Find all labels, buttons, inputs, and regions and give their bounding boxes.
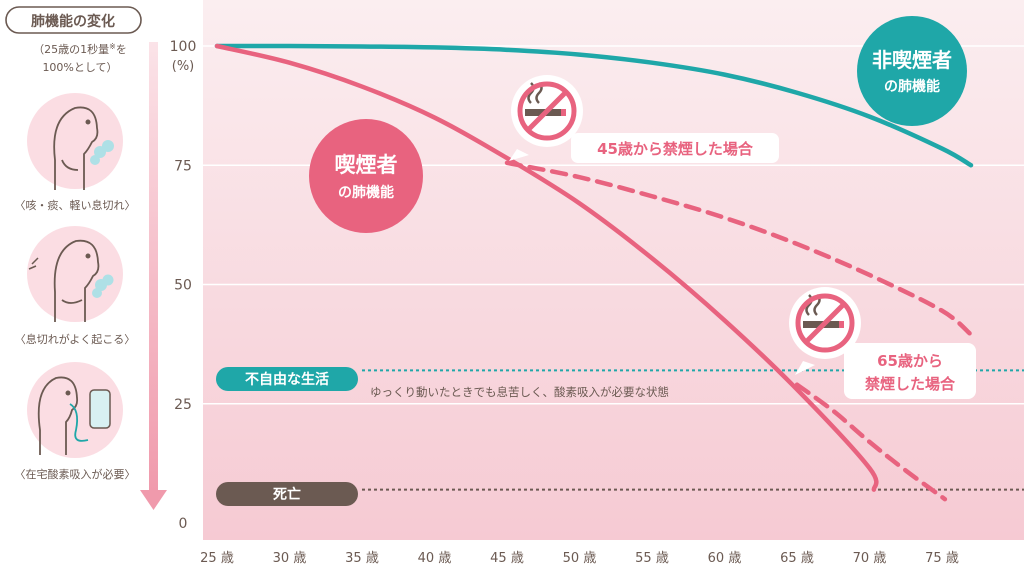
x-tick-label: 40 歳 — [418, 551, 452, 566]
quit65-line — [794, 382, 948, 502]
decline-arrow — [140, 42, 167, 510]
disability-badge — [216, 367, 358, 391]
note-mark: ※ — [109, 42, 116, 51]
smoker-label-2: の肺機能 — [338, 184, 394, 201]
no-smoking-icon — [509, 75, 583, 161]
stage-illustration-oxygen: 〈在宅酸素吸入が必要〉 — [15, 362, 136, 481]
quit45-text: 45歳から禁煙した場合 — [597, 140, 754, 158]
y-tick-label: 100 — [170, 39, 197, 55]
stage-circle — [27, 93, 123, 189]
sidebar-title-badge — [5, 6, 142, 34]
series-lines — [214, 43, 974, 502]
no-smoking-icon — [789, 287, 861, 375]
oxygen-patient-icon — [37, 376, 79, 455]
x-tick-label: 70 歳 — [853, 551, 887, 566]
x-tick-label: 75 歳 — [925, 551, 959, 566]
stage-illustration-breathless: 〈息切れがよく起こる〉 — [15, 226, 135, 346]
smoker-badge: 喫煙者 の肺機能 — [309, 119, 423, 233]
x-tick-label: 45 歳 — [490, 551, 524, 566]
x-tick-label: 65 歳 — [780, 551, 814, 566]
sidebar-note-2: 100%として） — [42, 61, 117, 74]
sidebar-title: 肺機能の変化 — [31, 13, 115, 30]
x-tick-label: 50 歳 — [563, 551, 597, 566]
x-tick-label: 35 歳 — [345, 551, 379, 566]
stage-caption: 〈在宅酸素吸入が必要〉 — [15, 467, 136, 481]
oxygen-tube-icon — [69, 403, 89, 442]
disability-label: 不自由な生活 — [216, 367, 358, 391]
breath-cloud-icon — [92, 274, 114, 298]
sidebar-note: （25歳の1秒量※を — [33, 42, 127, 56]
stage-illustration-cough: 〈咳・痰、軽い息切れ〉 — [15, 93, 136, 212]
smoker-label-1: 喫煙者 — [335, 153, 398, 177]
x-tick-label: 55 歳 — [635, 551, 669, 566]
y-axis-ticks: 0 25 50 75 100 — [170, 39, 197, 532]
quit65-text-1: 65歳から — [877, 352, 943, 370]
quit65-label: 65歳から 禁煙した場合 — [844, 343, 976, 399]
non-smoker-badge: 非喫煙者 の肺機能 — [857, 16, 967, 126]
stage-caption: 〈咳・痰、軽い息切れ〉 — [15, 198, 136, 212]
stage-caption: 〈息切れがよく起こる〉 — [15, 332, 135, 346]
y-tick-label: 75 — [174, 158, 192, 174]
death-badge — [216, 482, 358, 506]
death-label: 死亡 — [216, 482, 358, 506]
threshold-lines — [362, 369, 1024, 491]
breathless-person-icon — [53, 239, 100, 322]
disability-description: ゆっくり動いたときでも息苦しく、酸素吸入が必要な状態 — [370, 385, 669, 399]
sidebar: 肺機能の変化 （25歳の1秒量※を 100%として） 〈咳・痰、軽い息切れ〉 — [5, 6, 167, 510]
sweat-icon — [28, 257, 39, 270]
y-tick-label: 0 — [179, 516, 188, 532]
x-axis-ticks: 25 歳 30 歳 35 歳 40 歳 45 歳 50 歳 55 歳 60 歳 65 歳 70 歳… — [200, 551, 959, 566]
x-tick-label: 25 歳 — [200, 551, 234, 566]
y-tick-label: 25 — [174, 397, 192, 413]
smoker-line — [214, 43, 879, 492]
death-text: 死亡 — [272, 486, 301, 503]
quit65-text-2: 禁煙した場合 — [865, 375, 956, 393]
quit45-label: 45歳から禁煙した場合 — [571, 133, 779, 163]
breath-cloud-icon — [90, 140, 114, 165]
y-tick-label: 50 — [174, 278, 192, 294]
disability-text: 不自由な生活 — [245, 371, 329, 388]
x-tick-label: 60 歳 — [708, 551, 742, 566]
non-smoker-label-1: 非喫煙者 — [872, 48, 952, 72]
coughing-person-icon — [53, 106, 99, 190]
quit45-line — [504, 160, 974, 337]
non-smoker-label-2: の肺機能 — [884, 78, 940, 95]
oxygen-tank-icon — [89, 389, 111, 429]
stage-circle — [27, 226, 123, 322]
y-axis-unit: (%) — [172, 59, 195, 74]
non-smoker-line — [214, 43, 974, 168]
x-tick-label: 30 歳 — [273, 551, 307, 566]
